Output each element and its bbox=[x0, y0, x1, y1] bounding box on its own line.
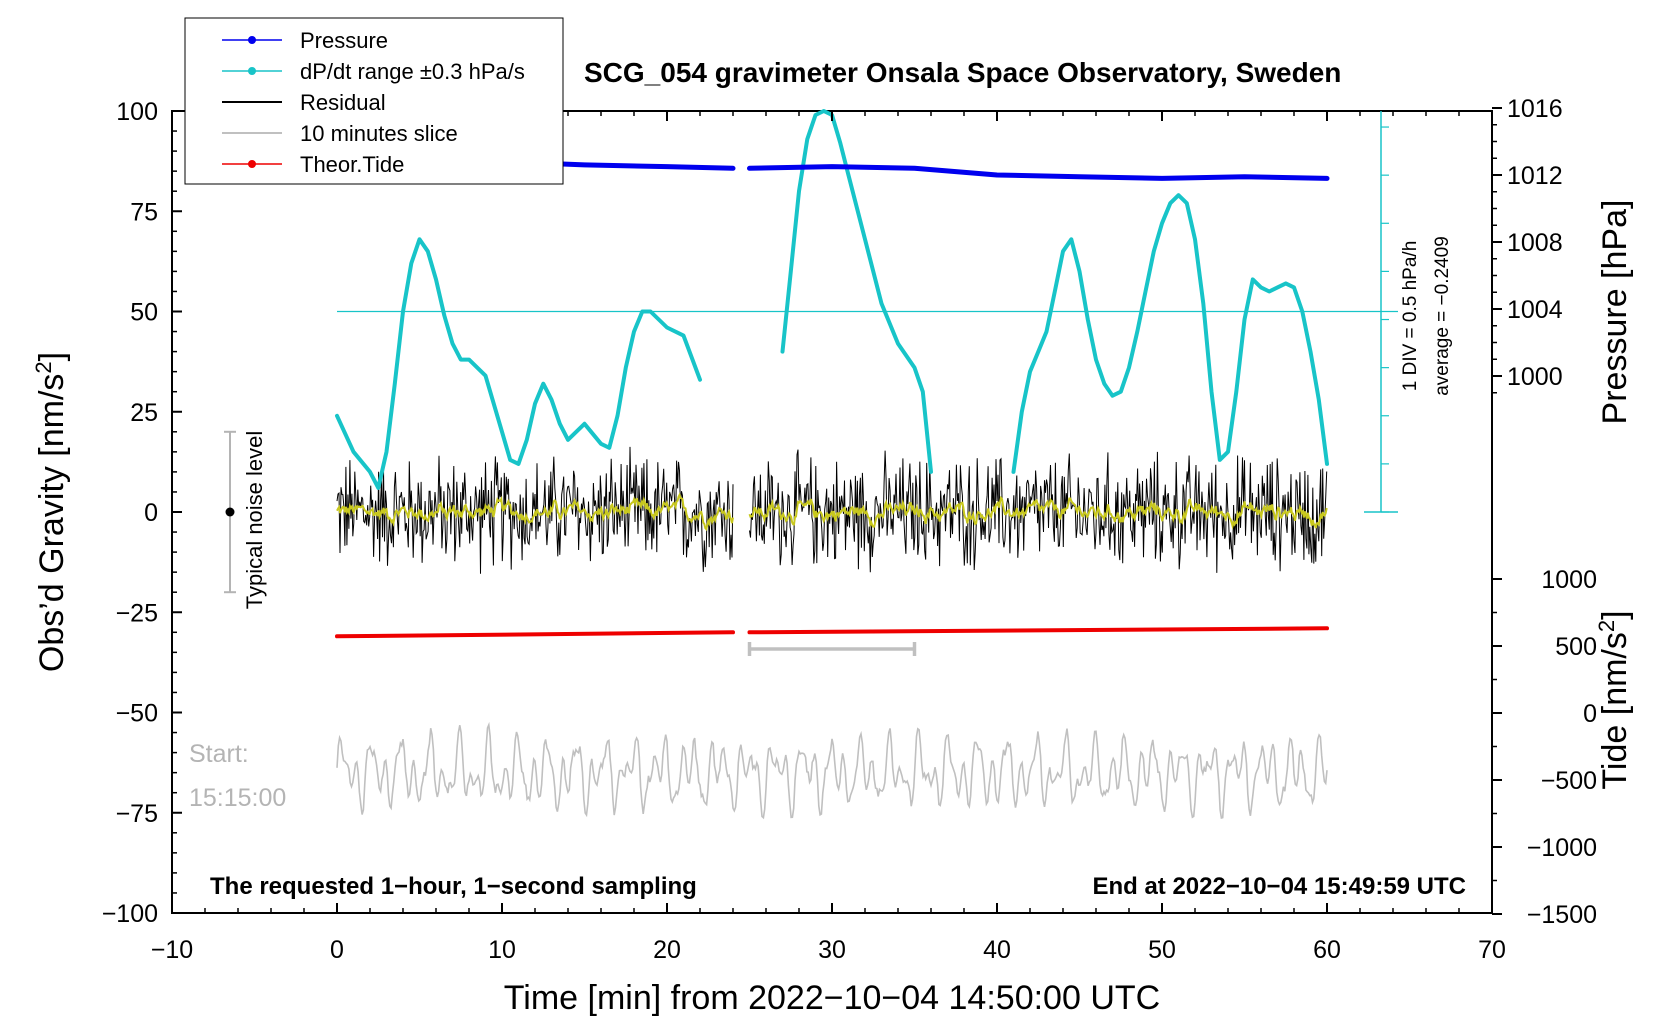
dpdt-series-0 bbox=[335, 237, 702, 490]
tide-axis-title: Tide [nm/s2] bbox=[1594, 610, 1634, 789]
dpdt-series-1 bbox=[780, 109, 933, 474]
ticks-layer: −10 0 10 20 30 40 50 60 701007550250−25−50−75−10… bbox=[102, 95, 1597, 964]
x-axis-title: Time [min] from 2022−10−04 14:50:00 UTC bbox=[504, 979, 1160, 1017]
pressure-average-label: average = −0.2409 bbox=[1432, 236, 1453, 396]
tide-tick-label: 1000 bbox=[1541, 566, 1597, 594]
y-tick-label: −100 bbox=[102, 900, 158, 928]
footer-end-time: End at 2022−10−04 15:49:59 UTC bbox=[1092, 873, 1466, 900]
residual-smoothed-1 bbox=[748, 495, 1328, 530]
slice-series-0 bbox=[336, 721, 1328, 820]
legend: Pressure dP/dt range ±0.3 hPa/s Residual… bbox=[184, 17, 564, 185]
x-tick-label: 10 bbox=[488, 936, 516, 964]
tide-axis-title-main: Tide [nm/s bbox=[1596, 632, 1634, 789]
y-tick-label: 75 bbox=[130, 198, 158, 226]
pressure-axis-title: Pressure [hPa] bbox=[1596, 200, 1634, 425]
footer-sampling: The requested 1−hour, 1−second sampling bbox=[210, 873, 697, 900]
x-tick-label: −10 bbox=[151, 936, 193, 964]
y-tick-label: 0 bbox=[144, 499, 158, 527]
legend-label-pressure: Pressure bbox=[300, 28, 388, 53]
y-axis-title-end: ] bbox=[33, 352, 71, 361]
tide-tick-label: −500 bbox=[1541, 767, 1597, 795]
legend-label-residual: Residual bbox=[300, 90, 386, 115]
legend-marker-pressure bbox=[248, 36, 256, 44]
y-tick-label: −50 bbox=[116, 700, 158, 728]
pressure-series-1 bbox=[747, 164, 1330, 181]
y-tick-label: 50 bbox=[130, 299, 158, 327]
y-axis-title-main: Obs’d Gravity [nm/s bbox=[33, 374, 71, 673]
x-tick-label: 20 bbox=[653, 936, 681, 964]
residual-series-0 bbox=[336, 446, 734, 574]
noise-center-dot bbox=[225, 507, 235, 517]
y-tick-label: 25 bbox=[130, 399, 158, 427]
y-axis-title: Obs’d Gravity [nm/s2] bbox=[31, 352, 71, 672]
tide-tick-label: −1000 bbox=[1527, 834, 1597, 862]
y-tick-label: −25 bbox=[116, 599, 158, 627]
pressure-tick-label: 1016 bbox=[1507, 95, 1563, 123]
x-tick-label: 30 bbox=[818, 936, 846, 964]
x-tick-label: 40 bbox=[983, 936, 1011, 964]
pressure-scale-label: 1 DIV = 0.5 hPa/h bbox=[1400, 241, 1421, 392]
legend-marker-dpdt bbox=[248, 67, 256, 75]
tide-tick-label: 500 bbox=[1555, 633, 1597, 661]
y-tick-label: −75 bbox=[116, 800, 158, 828]
x-tick-label: 70 bbox=[1478, 936, 1506, 964]
y-axis-title-sup: 2 bbox=[31, 361, 56, 373]
chart-title: SCG_054 gravimeter Onsala Space Observat… bbox=[584, 57, 1341, 88]
residual-series-1 bbox=[749, 449, 1328, 573]
pressure-tick-label: 1000 bbox=[1507, 363, 1563, 391]
series-layer bbox=[334, 109, 1330, 820]
pressure-tick-label: 1008 bbox=[1507, 229, 1563, 257]
tide-axis-title-end: ] bbox=[1596, 610, 1634, 619]
residual-smoothed-0 bbox=[336, 492, 734, 532]
pressure-tick-label: 1004 bbox=[1507, 296, 1563, 324]
dpdt-series-2 bbox=[1011, 193, 1329, 474]
tide-series-1 bbox=[747, 626, 1329, 635]
x-tick-label: 60 bbox=[1313, 936, 1341, 964]
noise-label: Typical noise level bbox=[242, 431, 267, 610]
tide-tick-label: 0 bbox=[1583, 700, 1597, 728]
legend-label-dpdt: dP/dt range ±0.3 hPa/s bbox=[300, 59, 525, 84]
tide-axis-title-sup: 2 bbox=[1594, 620, 1619, 632]
start-label: Start: bbox=[189, 740, 249, 768]
legend-marker-tide bbox=[248, 160, 256, 168]
start-time-label: 15:15:00 bbox=[189, 784, 286, 812]
guides-layer bbox=[224, 111, 1398, 656]
x-tick-label: 50 bbox=[1148, 936, 1176, 964]
y-tick-label: 100 bbox=[116, 98, 158, 126]
legend-label-tide: Theor.Tide bbox=[300, 152, 404, 177]
tide-tick-label: −1500 bbox=[1527, 901, 1597, 929]
x-tick-label: 0 bbox=[330, 936, 344, 964]
tide-series-0 bbox=[335, 630, 735, 639]
legend-label-slice: 10 minutes slice bbox=[300, 121, 458, 146]
pressure-tick-label: 1012 bbox=[1507, 162, 1563, 190]
